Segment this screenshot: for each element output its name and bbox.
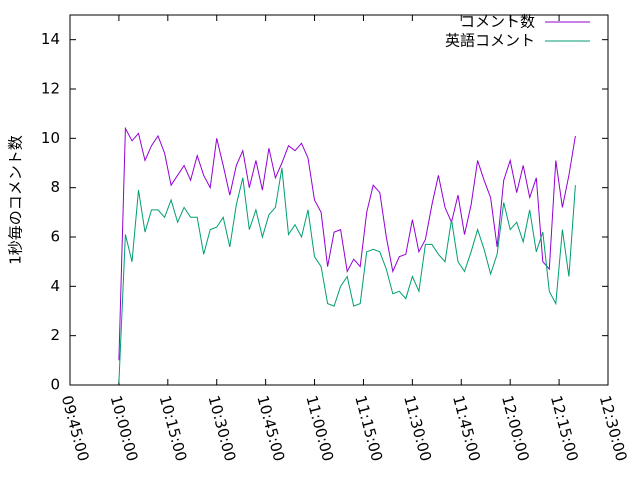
x-tick-label: 10:30:00 xyxy=(205,394,240,464)
x-tick-label: 11:15:00 xyxy=(351,394,386,464)
x-tick-label: 10:00:00 xyxy=(107,394,142,464)
legend-label: 英語コメント xyxy=(445,32,535,50)
x-tick-label: 09:45:00 xyxy=(58,394,93,464)
y-tick-label: 12 xyxy=(41,80,60,98)
y-tick-label: 2 xyxy=(50,326,60,344)
x-tick-label: 11:00:00 xyxy=(302,394,337,464)
y-tick-label: 8 xyxy=(50,178,60,196)
x-tick-label: 12:30:00 xyxy=(596,394,631,464)
y-axis-label: 1秒毎のコメント数 xyxy=(7,135,25,265)
y-tick-label: 6 xyxy=(50,228,60,246)
y-tick-label: 10 xyxy=(41,129,60,147)
x-tick-label: 10:15:00 xyxy=(156,394,191,464)
y-tick-label: 0 xyxy=(50,376,60,394)
legend-label: コメント数 xyxy=(460,13,535,31)
series-line xyxy=(118,167,576,383)
x-tick-label: 12:15:00 xyxy=(547,394,582,464)
x-tick-label: 11:45:00 xyxy=(449,394,484,464)
x-tick-label: 10:45:00 xyxy=(253,394,288,464)
y-tick-label: 14 xyxy=(41,30,60,48)
y-tick-label: 4 xyxy=(50,277,60,295)
series-line xyxy=(118,126,576,361)
x-tick-label: 12:00:00 xyxy=(498,394,533,464)
x-tick-label: 11:30:00 xyxy=(400,394,435,464)
plot-border xyxy=(69,14,609,386)
